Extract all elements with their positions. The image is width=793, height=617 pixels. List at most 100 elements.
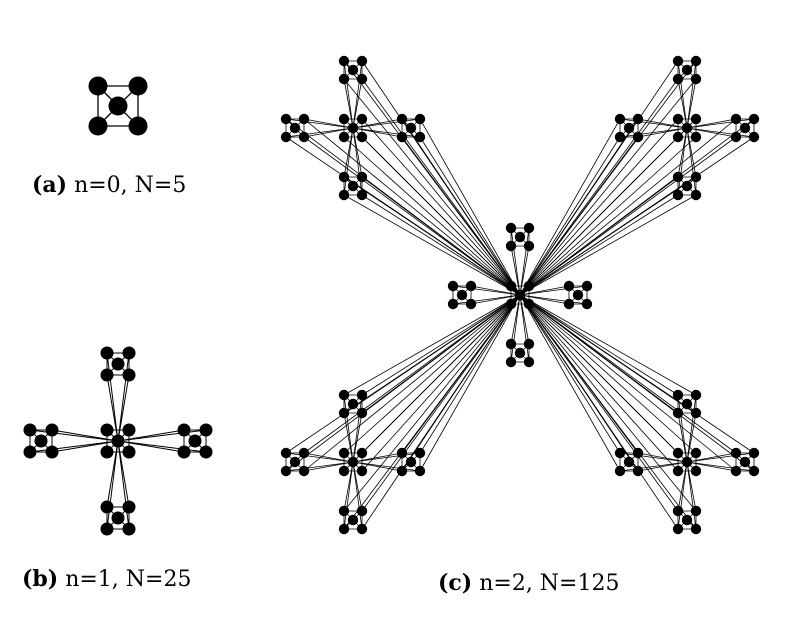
edge [519, 118, 621, 296]
edge [343, 461, 354, 530]
node [88, 76, 108, 96]
edge [686, 461, 755, 472]
edge [343, 294, 521, 530]
edge [519, 294, 679, 530]
edge [686, 461, 697, 530]
node [414, 465, 426, 477]
node [338, 447, 350, 459]
node [748, 131, 760, 143]
edge [352, 394, 363, 463]
node [672, 407, 684, 419]
node [396, 113, 408, 125]
node [356, 171, 368, 183]
edge [519, 118, 639, 296]
edge [686, 394, 697, 463]
node [623, 456, 635, 468]
edge [285, 294, 521, 472]
node [730, 113, 742, 125]
edge [519, 294, 697, 530]
edge [361, 294, 521, 396]
edge [352, 461, 421, 472]
node [672, 171, 684, 183]
node [681, 514, 693, 526]
node [199, 445, 213, 459]
edge [519, 294, 697, 454]
edge [352, 60, 363, 129]
edge [303, 118, 354, 129]
edge [519, 294, 755, 472]
node [456, 289, 468, 301]
edge [343, 394, 354, 463]
edge [519, 136, 679, 296]
node [672, 465, 684, 477]
node [614, 465, 626, 477]
node [111, 357, 125, 371]
node [347, 456, 359, 468]
edge [637, 118, 688, 129]
edge [285, 294, 521, 454]
node [45, 445, 59, 459]
edge [470, 285, 521, 296]
node [347, 514, 359, 526]
edge [343, 294, 521, 396]
node [100, 500, 114, 514]
edge [519, 136, 737, 296]
caption-label-c: (c) [438, 570, 473, 596]
node [672, 389, 684, 401]
edge [419, 118, 521, 296]
node [514, 289, 526, 301]
node [690, 447, 702, 459]
edge [352, 452, 421, 463]
edge [361, 294, 521, 472]
node [338, 189, 350, 201]
node [356, 389, 368, 401]
edge [343, 78, 521, 296]
node [672, 55, 684, 67]
node [338, 131, 350, 143]
caption-label-a: (a) [32, 172, 68, 198]
node [614, 113, 626, 125]
node [338, 523, 350, 535]
edge [677, 78, 688, 129]
edge [343, 294, 521, 512]
edge [361, 118, 521, 296]
edge [419, 294, 521, 454]
edge [686, 127, 755, 138]
caption-text-b: n=1, N=25 [65, 567, 192, 592]
edge [361, 78, 521, 296]
node [414, 131, 426, 143]
node [523, 338, 535, 350]
node [505, 240, 517, 252]
node [632, 465, 644, 477]
node [23, 445, 37, 459]
node [100, 522, 114, 536]
node [690, 465, 702, 477]
node [447, 298, 459, 310]
edge [519, 294, 697, 512]
edge [686, 127, 697, 196]
edge [117, 440, 207, 453]
node [122, 423, 136, 437]
edge [352, 118, 421, 129]
node [505, 222, 517, 234]
edge [303, 294, 521, 454]
edge [686, 60, 697, 129]
caption-text-a: n=0, N=5 [74, 173, 187, 198]
network-nodes [23, 55, 760, 536]
edge [619, 452, 688, 463]
caption-label-b: (b) [22, 566, 59, 592]
edge [519, 245, 530, 296]
edge [343, 78, 354, 129]
node [690, 113, 702, 125]
edge [677, 394, 688, 463]
edge [117, 440, 130, 530]
node [338, 505, 350, 517]
edge [343, 412, 354, 463]
edge [303, 461, 354, 472]
node [581, 298, 593, 310]
edge [106, 352, 119, 442]
node [122, 445, 136, 459]
node [672, 523, 684, 535]
node [505, 298, 517, 310]
node [672, 189, 684, 201]
